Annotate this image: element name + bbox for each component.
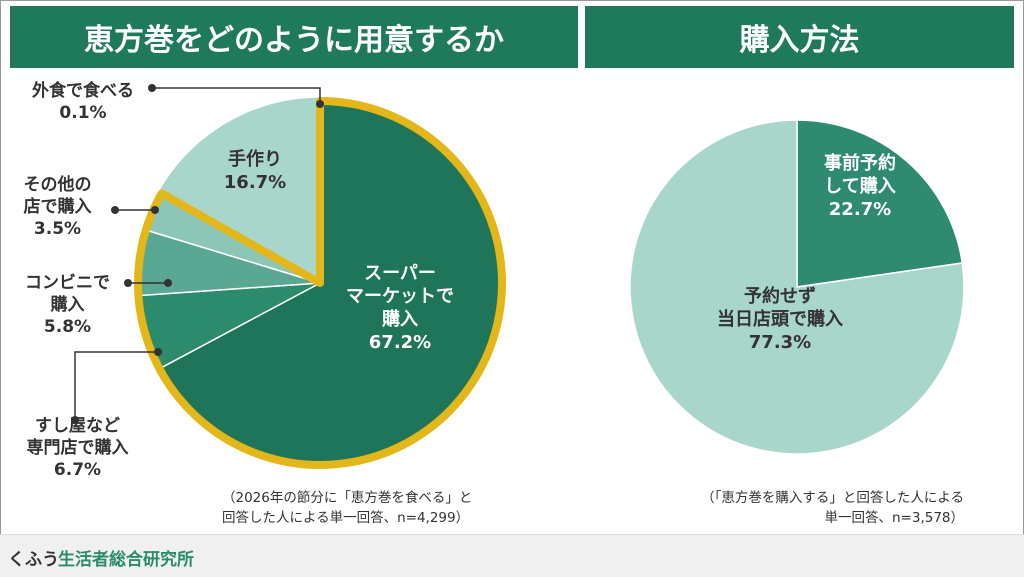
label-yoyaku: 事前予約 して購入 22.7% <box>824 153 896 220</box>
leader-dot <box>124 279 132 287</box>
leader-dot <box>71 416 79 424</box>
leader-line-3 <box>74 351 158 420</box>
leader-dot <box>151 206 159 214</box>
label-super: スーパー マーケットで 購入 67.2% <box>346 263 454 353</box>
label-touzitsu: 予約せず 当日店頭で購入 77.3% <box>717 286 843 353</box>
label-gaishoku: 外食で食べる 0.1% <box>32 81 134 123</box>
right-title: 購入方法 <box>585 6 1014 68</box>
leader-dot <box>111 206 119 214</box>
label-tezukuri: 手作り 16.7% <box>223 149 287 193</box>
leader-dot <box>148 84 156 92</box>
brand-institute: 生活者総合研究所 <box>58 550 194 570</box>
label-sushi: すし屋など 専門店で購入 6.7% <box>26 416 129 480</box>
footer: くふう 生活者総合研究所 <box>0 534 1024 577</box>
purchase-highlight-outline <box>134 97 506 469</box>
left-pie-slice-4 <box>157 96 321 285</box>
label-sonota: その他の 店で購入 3.5% <box>23 175 92 239</box>
left-note: （2026年の節分に「恵方巻を食べる」と 回答した人による単一回答、n=4,299… <box>222 490 473 526</box>
right-pie-slice-0 <box>796 119 964 288</box>
leader-line-0 <box>152 87 321 104</box>
brand-kufu: くふう <box>8 550 59 570</box>
left-title: 恵方巻をどのように用意するか <box>10 6 578 68</box>
leader-dot <box>154 348 162 356</box>
leader-dot <box>316 100 324 108</box>
label-konbini: コンビニで 購入 5.8% <box>25 273 110 337</box>
right-pie-slice-1 <box>629 119 965 455</box>
right-note: （「恵方巻を購入する」と回答した人による 単一回答、n=3,578） <box>701 490 964 526</box>
leader-dot <box>164 279 172 287</box>
